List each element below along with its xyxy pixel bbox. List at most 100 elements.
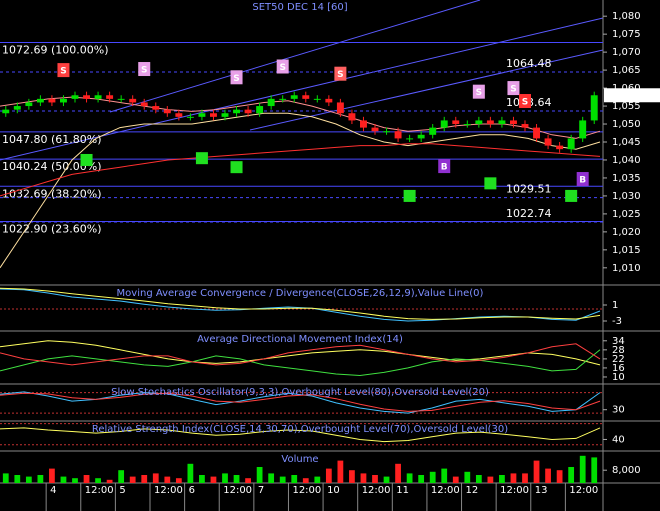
volume-bar <box>372 475 378 483</box>
signal-box <box>472 84 485 99</box>
volume-bar <box>487 476 494 483</box>
y-tick-label: 1,080 <box>612 11 641 22</box>
moving-average <box>0 112 601 269</box>
candle-body <box>475 120 483 125</box>
price-label: 1064.48 <box>506 57 552 70</box>
candle-body <box>36 98 44 103</box>
volume-bar <box>95 478 101 483</box>
x-tick-label: 7 <box>258 485 264 496</box>
volume-bar <box>118 470 125 483</box>
volume-bar <box>545 468 551 483</box>
last-price-box <box>604 88 660 103</box>
signal-box <box>334 66 347 81</box>
signal-label: S <box>522 98 528 108</box>
signal-label: S <box>233 74 239 84</box>
volume-bar <box>568 467 575 483</box>
signal-box <box>519 94 531 109</box>
volume-bar <box>83 475 90 483</box>
volume-bar <box>256 467 263 483</box>
volume-bar <box>25 476 32 483</box>
candle-body <box>394 131 402 139</box>
candle-body <box>210 113 217 117</box>
candle-body <box>302 95 310 99</box>
y-tick-label: 1,040 <box>612 155 641 166</box>
last-price-label: 1,058.00 <box>607 90 652 101</box>
volume-bar <box>164 476 171 483</box>
y-tick-label: 40 <box>612 434 625 445</box>
volume-bar <box>325 468 332 483</box>
signal-box <box>230 70 243 85</box>
signal-marker <box>484 177 497 190</box>
x-tick-label: 6 <box>189 485 195 496</box>
level-label: 1072.69 (100.00%) <box>2 43 109 56</box>
x-tick-label: 12:00 <box>154 485 183 496</box>
candle-body <box>544 138 552 146</box>
signal-marker <box>195 152 208 165</box>
y-tick-label: 1,035 <box>612 173 641 184</box>
y-tick-label: 22 <box>612 354 625 365</box>
volume-bar <box>452 476 459 483</box>
y-tick-label: 1,065 <box>612 65 641 76</box>
x-tick-label: 12:00 <box>223 485 252 496</box>
y-tick-label: 1,025 <box>612 209 641 220</box>
volume-bar <box>522 473 528 483</box>
volume-bar <box>245 478 251 483</box>
candle-body <box>198 113 206 117</box>
candle-body <box>13 106 21 110</box>
x-tick-label: 12 <box>466 485 479 496</box>
volume-bar <box>360 473 367 483</box>
x-tick-label: 12:00 <box>85 485 114 496</box>
signal-box <box>57 63 70 78</box>
panel-title: Volume <box>281 454 318 465</box>
x-tick-label: 12:00 <box>569 485 598 496</box>
y-tick-label: 1,010 <box>612 263 641 274</box>
signal-label: S <box>141 66 147 76</box>
candle-body <box>129 98 137 103</box>
volume-bar <box>291 475 298 483</box>
candle-body <box>313 98 321 100</box>
volume-bar <box>475 475 482 483</box>
candle-body <box>452 120 460 125</box>
candle-body <box>498 120 506 125</box>
volume-bar <box>14 475 21 483</box>
candle-body <box>556 145 564 150</box>
y-tick-label: 1,045 <box>612 137 641 148</box>
candle-body <box>94 95 102 99</box>
candle-body <box>221 113 229 117</box>
volume-bar <box>72 478 78 483</box>
signal-label: B <box>441 163 448 173</box>
level-label: 1022.90 (23.60%) <box>2 222 102 235</box>
volume-bar <box>418 475 425 483</box>
volume-bar <box>2 473 9 483</box>
chart-title: SET50 DEC 14 [60] <box>252 2 347 13</box>
candle-body <box>83 95 90 99</box>
volume-bar <box>314 476 321 483</box>
volume-bar <box>37 475 44 483</box>
volume-bar <box>152 473 159 483</box>
candle-body <box>233 109 240 114</box>
candle-body <box>533 127 540 139</box>
signal-marker <box>565 189 578 202</box>
candle-body <box>371 127 379 132</box>
signal-box <box>276 59 289 74</box>
candle-body <box>417 134 425 139</box>
signal-label: S <box>60 67 66 77</box>
volume-bar <box>302 478 309 483</box>
volume-bar <box>510 473 517 483</box>
signal-marker <box>403 189 416 202</box>
candle-body <box>406 138 414 140</box>
volume-bar <box>222 473 228 483</box>
y-tick-label: -3 <box>612 316 622 327</box>
signal-label: S <box>510 85 516 95</box>
signal-box <box>438 159 451 174</box>
x-tick-label: 12:00 <box>500 485 529 496</box>
candle-body <box>429 127 437 135</box>
candle-body <box>463 124 471 126</box>
volume-bar <box>337 460 344 483</box>
volume-bar <box>279 476 286 483</box>
candle-body <box>71 95 79 99</box>
candle-body <box>152 106 160 110</box>
signal-label: S <box>337 70 343 80</box>
indicator-line <box>0 288 601 322</box>
